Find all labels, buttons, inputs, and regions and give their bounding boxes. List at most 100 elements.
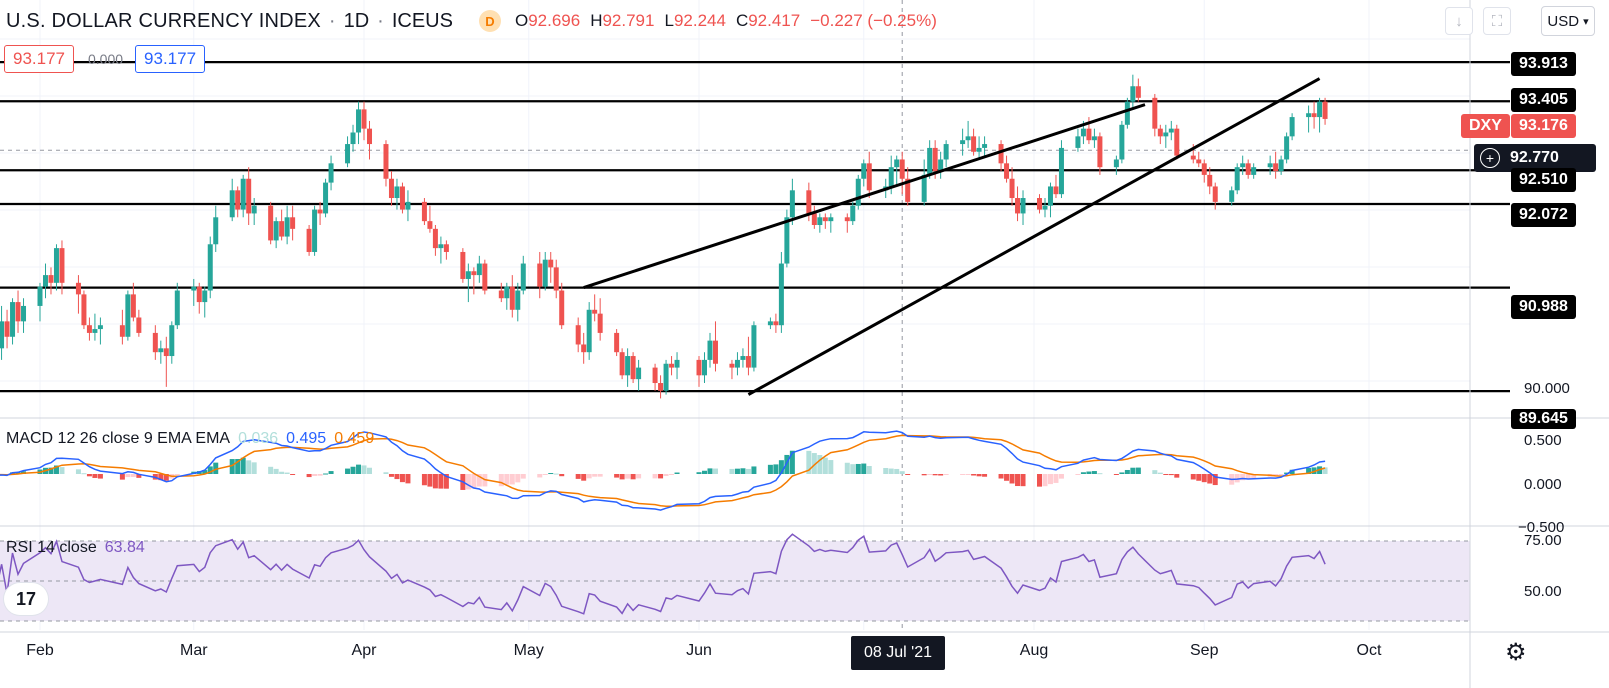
fullscreen-icon[interactable]: ⛶: [1483, 7, 1511, 35]
macd-histogram-bar: [1135, 467, 1141, 474]
candle-body: [1119, 124, 1125, 160]
candle-body: [202, 290, 208, 303]
macd-histogram-bar: [92, 474, 98, 478]
macd-histogram-bar: [476, 474, 482, 487]
candle-body: [1289, 117, 1295, 137]
level-tag-93405: 93.405: [1511, 88, 1576, 112]
currency-select[interactable]: USD ▾: [1541, 6, 1595, 36]
candle-body: [734, 359, 740, 368]
macd-histogram-bar: [1201, 474, 1207, 483]
interval-label[interactable]: 1D: [343, 9, 370, 32]
candle-body: [75, 282, 81, 295]
add-plus-icon[interactable]: +: [1480, 148, 1500, 168]
macd-histogram-bar: [515, 474, 521, 483]
macd-histogram-bar: [1273, 474, 1279, 477]
candle-body: [350, 132, 356, 145]
macd-histogram-bar: [284, 472, 290, 474]
macd-pane: [0, 417, 1609, 511]
macd-histogram-bar: [367, 467, 373, 474]
macd-histogram-bar: [273, 468, 279, 474]
crosshair-price-value: 92.770: [1510, 149, 1559, 166]
candle-body: [784, 217, 790, 264]
delayed-data-badge[interactable]: D: [478, 10, 501, 32]
candle-body: [542, 259, 548, 287]
candle-body: [1004, 163, 1010, 179]
macd-histogram-bar: [1174, 474, 1180, 478]
rsi-axis-tick: 75.00: [1524, 532, 1562, 549]
macd-histogram-bar: [850, 464, 856, 474]
macd-histogram-bar: [306, 474, 312, 478]
candle-body: [614, 332, 620, 353]
macd-histogram-bar: [734, 468, 740, 474]
rsi-legend[interactable]: RSI 14 close 63.84: [6, 539, 145, 557]
macd-histogram-bar: [998, 474, 1004, 479]
macd-histogram-bar: [960, 474, 966, 475]
candle-body: [1163, 132, 1169, 137]
macd-histogram-bar: [75, 469, 81, 474]
candle-body: [789, 190, 795, 218]
currency-label: USD: [1547, 12, 1580, 30]
macd-hist-value: 0.036: [238, 430, 279, 447]
candle-body: [235, 190, 241, 210]
candle-body: [504, 286, 510, 299]
candle-body: [630, 356, 636, 380]
macd-histogram-bar: [938, 474, 944, 476]
candle-body: [745, 356, 751, 368]
candle-body: [932, 147, 938, 172]
candle-body: [1311, 113, 1317, 118]
macd-histogram-bar: [1053, 474, 1059, 483]
macd-histogram-bar: [1097, 473, 1103, 475]
macd-histogram-bar: [1009, 474, 1015, 484]
header-separator: ·: [377, 9, 384, 32]
macd-histogram-bar: [504, 474, 510, 485]
candle-body: [356, 109, 362, 133]
macd-histogram-bar: [971, 474, 977, 476]
candle-body: [938, 159, 944, 172]
candle-body: [998, 144, 1004, 164]
macd-legend[interactable]: MACD 12 26 close 9 EMA EMA 0.036 0.495 0…: [6, 430, 374, 448]
macd-axis-tick: −0.500: [1518, 519, 1565, 536]
macd-histogram-bar: [1306, 467, 1312, 474]
candle-body: [130, 294, 136, 318]
candle-body: [229, 190, 235, 218]
candle-body: [553, 267, 559, 291]
candle-body: [707, 340, 713, 360]
candle-body: [828, 217, 834, 222]
candle-body: [460, 251, 466, 279]
candle-body: [619, 352, 625, 376]
candle-body: [163, 348, 169, 357]
candlestick-series: [0, 74, 1328, 399]
candle-body: [905, 178, 911, 202]
macd-histogram-bar: [1036, 474, 1042, 487]
candle-body: [191, 286, 197, 291]
candle-body: [405, 201, 411, 210]
macd-histogram-bar: [1091, 471, 1097, 474]
candle-body: [394, 186, 400, 199]
candle-body: [86, 325, 92, 333]
candle-body: [317, 209, 323, 214]
symbol-title[interactable]: U.S. DOLLAR CURRENCY INDEX: [6, 9, 321, 32]
time-axis-label: Aug: [1019, 642, 1049, 659]
macd-histogram-bar: [784, 454, 790, 474]
macd-histogram-bar: [1157, 472, 1163, 474]
gear-icon[interactable]: ⚙: [1505, 639, 1527, 666]
buy-price-box[interactable]: 93.177: [135, 45, 206, 73]
arrow-down-icon[interactable]: ↓: [1445, 7, 1473, 35]
candle-body: [888, 167, 894, 187]
macd-histogram-bar: [207, 466, 213, 474]
sell-price-box[interactable]: 93.177: [4, 45, 74, 73]
macd-histogram-bar: [119, 474, 125, 480]
candle-body: [81, 294, 87, 326]
macd-histogram-bar: [229, 459, 235, 474]
macd-histogram-bar: [279, 471, 285, 474]
macd-histogram-bar: [1086, 471, 1092, 474]
candle-body: [1075, 136, 1081, 148]
candle-body: [273, 221, 279, 241]
macd-histogram-bar: [174, 474, 180, 475]
macd-histogram-bar: [1212, 474, 1218, 486]
macd-histogram-bar: [158, 474, 164, 481]
candle-body: [383, 144, 389, 179]
tradingview-logo[interactable]: 17: [4, 583, 48, 615]
time-axis-label: May: [513, 642, 544, 659]
